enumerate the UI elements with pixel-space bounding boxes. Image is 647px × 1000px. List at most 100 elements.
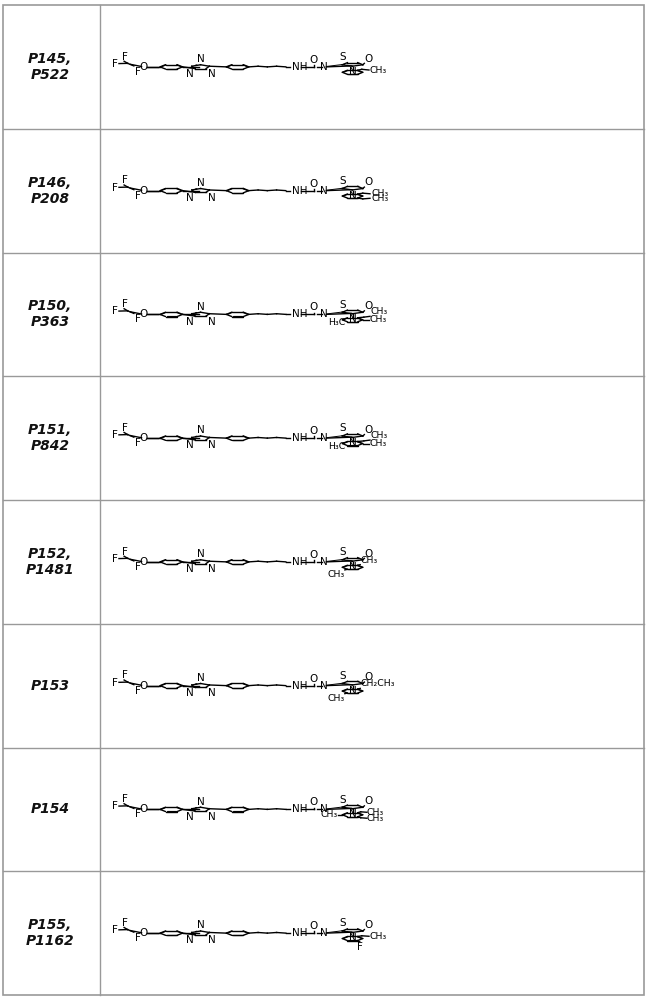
- Text: N: N: [320, 557, 328, 567]
- Text: O: O: [139, 928, 148, 938]
- Text: CH₃: CH₃: [371, 307, 388, 316]
- Text: NH: NH: [292, 186, 307, 196]
- Text: CH₃: CH₃: [321, 810, 338, 819]
- Text: N: N: [197, 178, 204, 188]
- Text: S: S: [340, 547, 346, 557]
- Text: P150,
P363: P150, P363: [28, 299, 72, 329]
- Text: O: O: [365, 177, 373, 187]
- Text: S: S: [340, 52, 346, 62]
- Text: N: N: [320, 928, 328, 938]
- Text: N: N: [349, 933, 356, 943]
- Text: N: N: [208, 69, 215, 79]
- Text: F: F: [122, 547, 128, 557]
- Text: O: O: [309, 179, 318, 189]
- Text: O: O: [139, 681, 148, 691]
- Text: F: F: [111, 306, 118, 316]
- Text: N: N: [186, 69, 193, 79]
- Text: F: F: [135, 67, 141, 77]
- Text: S: S: [340, 671, 346, 681]
- Text: N: N: [208, 688, 215, 698]
- Text: O: O: [309, 55, 318, 65]
- Text: O: O: [309, 921, 318, 931]
- Text: F: F: [135, 809, 141, 819]
- Text: CH₃: CH₃: [327, 570, 345, 579]
- Text: CH₃: CH₃: [367, 808, 384, 817]
- Text: N: N: [320, 804, 328, 814]
- Text: O: O: [139, 62, 148, 72]
- Text: H₃C: H₃C: [329, 318, 346, 327]
- Text: P154: P154: [30, 802, 70, 816]
- Text: F: F: [135, 686, 141, 696]
- Text: N: N: [208, 935, 215, 945]
- Text: O: O: [309, 550, 318, 560]
- Text: F: F: [135, 438, 141, 448]
- Text: CH₃: CH₃: [371, 194, 388, 203]
- Text: N: N: [349, 314, 356, 324]
- Text: NH: NH: [292, 681, 307, 691]
- Text: O: O: [365, 920, 373, 930]
- Text: NH: NH: [292, 62, 307, 72]
- Text: NH: NH: [292, 309, 307, 319]
- Text: S: S: [340, 176, 346, 186]
- Text: N: N: [197, 302, 204, 312]
- Text: O: O: [309, 426, 318, 436]
- Text: O: O: [365, 301, 373, 311]
- Text: N: N: [320, 681, 328, 691]
- Text: S: S: [340, 423, 346, 433]
- Text: F: F: [111, 678, 118, 688]
- Text: N: N: [349, 67, 356, 77]
- Text: F: F: [122, 52, 128, 62]
- Text: F: F: [111, 925, 118, 935]
- Text: O: O: [309, 674, 318, 684]
- Text: CH₃: CH₃: [370, 66, 388, 75]
- Text: O: O: [309, 797, 318, 807]
- Text: N: N: [320, 186, 328, 196]
- Text: O: O: [139, 804, 148, 814]
- Text: CH₃: CH₃: [327, 694, 345, 703]
- Text: F: F: [135, 562, 141, 572]
- Text: N: N: [197, 425, 204, 435]
- Text: N: N: [349, 562, 356, 572]
- Text: N: N: [208, 193, 215, 203]
- Text: N: N: [349, 191, 356, 201]
- Text: CH₂CH₃: CH₂CH₃: [360, 679, 395, 688]
- Text: F: F: [122, 299, 128, 309]
- Text: CH₃: CH₃: [360, 556, 377, 565]
- Text: S: S: [340, 795, 346, 805]
- Text: F: F: [135, 314, 141, 324]
- Text: CH₃: CH₃: [371, 431, 388, 440]
- Text: P155,
P1162: P155, P1162: [26, 918, 74, 948]
- Text: O: O: [139, 433, 148, 443]
- Text: N: N: [320, 62, 328, 72]
- Text: N: N: [197, 54, 204, 64]
- Text: N: N: [186, 440, 193, 450]
- Text: S: S: [340, 918, 346, 928]
- Text: O: O: [365, 54, 373, 64]
- Text: N: N: [208, 564, 215, 574]
- Text: F: F: [122, 175, 128, 185]
- Text: N: N: [349, 809, 356, 819]
- Text: F: F: [111, 183, 118, 193]
- Text: O: O: [139, 186, 148, 196]
- Text: O: O: [365, 672, 373, 682]
- Text: N: N: [320, 309, 328, 319]
- Text: P151,
P842: P151, P842: [28, 423, 72, 453]
- Text: N: N: [186, 564, 193, 574]
- Text: F: F: [111, 801, 118, 811]
- Text: CH₃: CH₃: [367, 814, 384, 823]
- Text: N: N: [186, 688, 193, 698]
- Text: N: N: [186, 317, 193, 327]
- Text: N: N: [349, 686, 356, 696]
- Text: N: N: [197, 797, 204, 807]
- Text: F: F: [122, 794, 128, 804]
- Text: F: F: [356, 942, 363, 952]
- Text: F: F: [122, 423, 128, 433]
- Text: F: F: [111, 554, 118, 564]
- Text: CH₃: CH₃: [371, 189, 388, 198]
- Text: F: F: [122, 670, 128, 680]
- Text: N: N: [197, 920, 204, 930]
- Text: NH: NH: [292, 557, 307, 567]
- Text: CH₃: CH₃: [369, 439, 387, 448]
- Text: O: O: [139, 557, 148, 567]
- Text: NH: NH: [292, 928, 307, 938]
